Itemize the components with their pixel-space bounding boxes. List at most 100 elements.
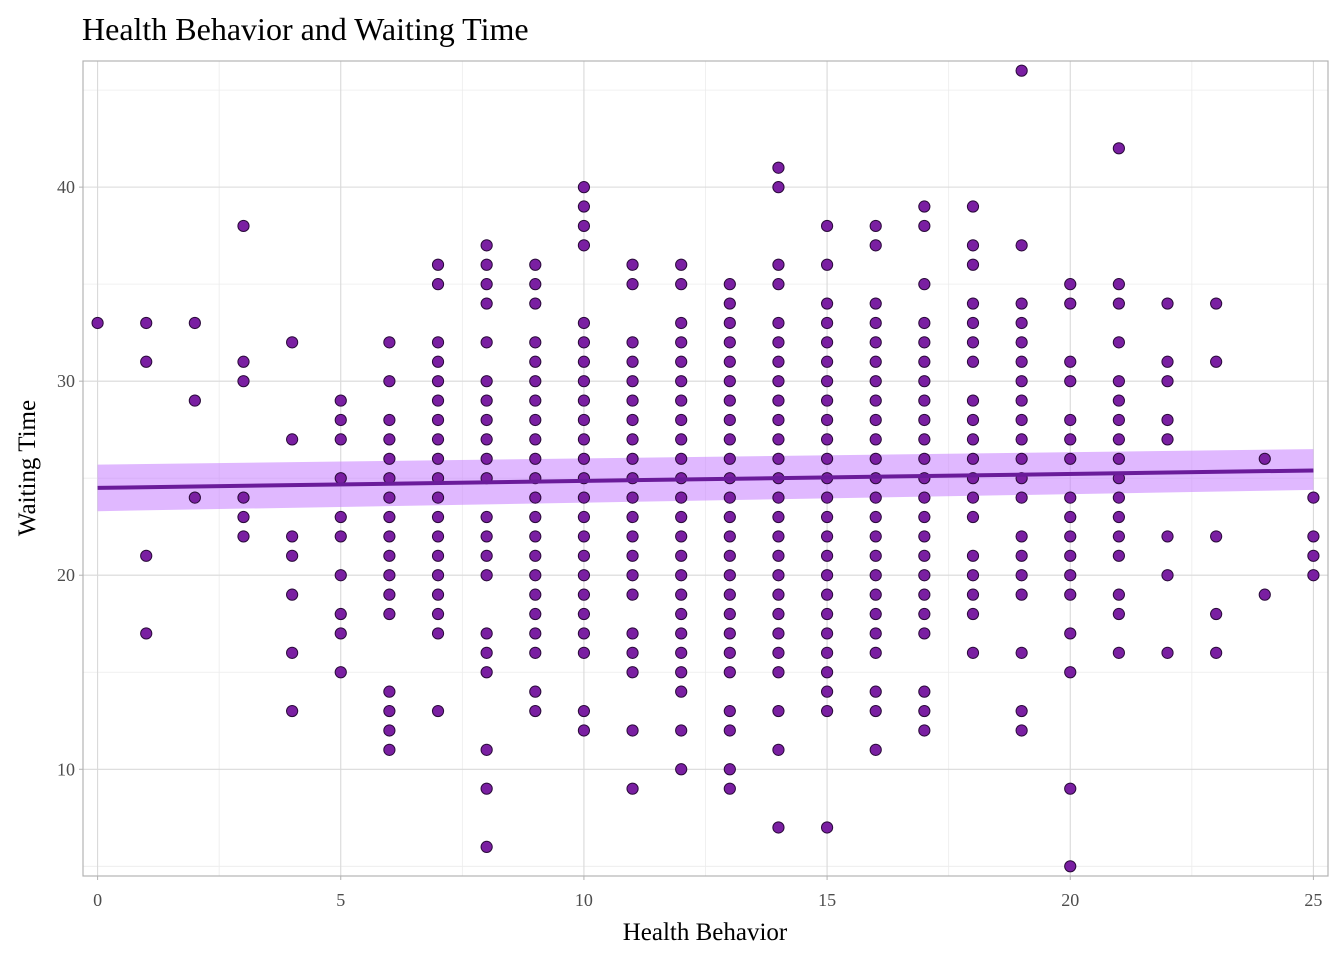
data-point xyxy=(820,569,834,582)
data-point xyxy=(723,375,736,388)
data-point xyxy=(626,549,639,562)
data-point xyxy=(1112,375,1125,388)
data-point xyxy=(918,219,931,233)
data-point xyxy=(675,646,688,659)
data-point xyxy=(626,258,639,271)
data-point xyxy=(772,452,785,465)
data-point xyxy=(1064,491,1077,504)
data-point xyxy=(529,530,542,543)
data-point xyxy=(140,549,153,562)
data-point xyxy=(820,685,834,698)
data-point xyxy=(626,666,639,679)
data-point xyxy=(772,491,785,504)
data-point xyxy=(1112,588,1125,601)
data-point xyxy=(1015,336,1028,349)
data-point xyxy=(1307,569,1320,582)
data-point xyxy=(772,355,785,368)
data-point xyxy=(237,510,250,524)
data-point xyxy=(529,588,542,601)
data-point xyxy=(529,704,542,718)
data-point xyxy=(383,588,396,601)
data-point xyxy=(869,607,882,621)
data-point xyxy=(577,413,591,427)
data-point xyxy=(577,627,591,640)
data-point xyxy=(723,316,736,330)
data-point xyxy=(529,627,542,640)
data-point xyxy=(1064,860,1077,873)
data-point xyxy=(480,258,493,271)
data-point xyxy=(675,724,688,737)
data-point xyxy=(577,452,591,465)
data-point xyxy=(334,394,347,407)
data-point xyxy=(1015,646,1028,659)
data-point xyxy=(966,394,980,407)
data-point xyxy=(529,452,542,465)
data-point xyxy=(1064,588,1077,601)
data-point xyxy=(966,491,980,504)
data-point xyxy=(431,413,445,427)
data-point xyxy=(918,607,931,621)
data-point xyxy=(918,510,931,524)
data-point xyxy=(772,375,785,388)
data-point xyxy=(918,530,931,543)
data-point xyxy=(723,433,736,446)
data-point xyxy=(383,549,396,562)
data-point xyxy=(675,607,688,621)
data-point xyxy=(820,607,834,621)
data-point xyxy=(188,394,201,407)
data-point xyxy=(1064,510,1077,524)
data-point xyxy=(918,433,931,446)
data-point xyxy=(1015,452,1028,465)
data-point xyxy=(480,297,493,310)
data-point xyxy=(1015,355,1028,368)
data-point xyxy=(626,433,639,446)
data-point xyxy=(1112,394,1125,407)
data-point xyxy=(820,297,834,310)
data-point xyxy=(480,627,493,640)
data-point xyxy=(675,510,688,524)
data-point xyxy=(772,549,785,562)
data-point xyxy=(918,278,931,291)
data-point xyxy=(431,394,445,407)
data-point xyxy=(286,704,299,718)
data-point xyxy=(723,607,736,621)
data-point xyxy=(383,569,396,582)
data-point xyxy=(1258,452,1271,465)
data-point xyxy=(1112,491,1125,504)
data-point xyxy=(1015,433,1028,446)
data-point xyxy=(820,355,834,368)
data-point xyxy=(918,704,931,718)
data-point xyxy=(869,530,882,543)
data-point xyxy=(675,336,688,349)
data-point xyxy=(723,646,736,659)
data-point xyxy=(383,704,396,718)
data-point xyxy=(675,549,688,562)
data-point xyxy=(918,452,931,465)
data-point xyxy=(966,452,980,465)
data-point xyxy=(529,258,542,271)
data-point xyxy=(675,452,688,465)
data-point xyxy=(577,219,591,233)
data-point xyxy=(772,646,785,659)
data-point xyxy=(431,549,445,562)
data-point xyxy=(820,336,834,349)
data-point xyxy=(675,763,688,776)
data-point xyxy=(820,452,834,465)
data-point xyxy=(772,627,785,640)
y-tick-label: 40 xyxy=(57,177,75,197)
data-point xyxy=(480,239,493,252)
data-point xyxy=(918,724,931,737)
data-point xyxy=(431,627,445,640)
data-point xyxy=(626,413,639,427)
data-point xyxy=(1112,297,1125,310)
data-point xyxy=(869,239,882,252)
data-point xyxy=(820,588,834,601)
data-point xyxy=(1112,549,1125,562)
data-point xyxy=(869,646,882,659)
data-point xyxy=(529,375,542,388)
data-point xyxy=(626,724,639,737)
data-point xyxy=(1112,336,1125,349)
data-point xyxy=(431,336,445,349)
data-point xyxy=(529,278,542,291)
data-point xyxy=(869,394,882,407)
